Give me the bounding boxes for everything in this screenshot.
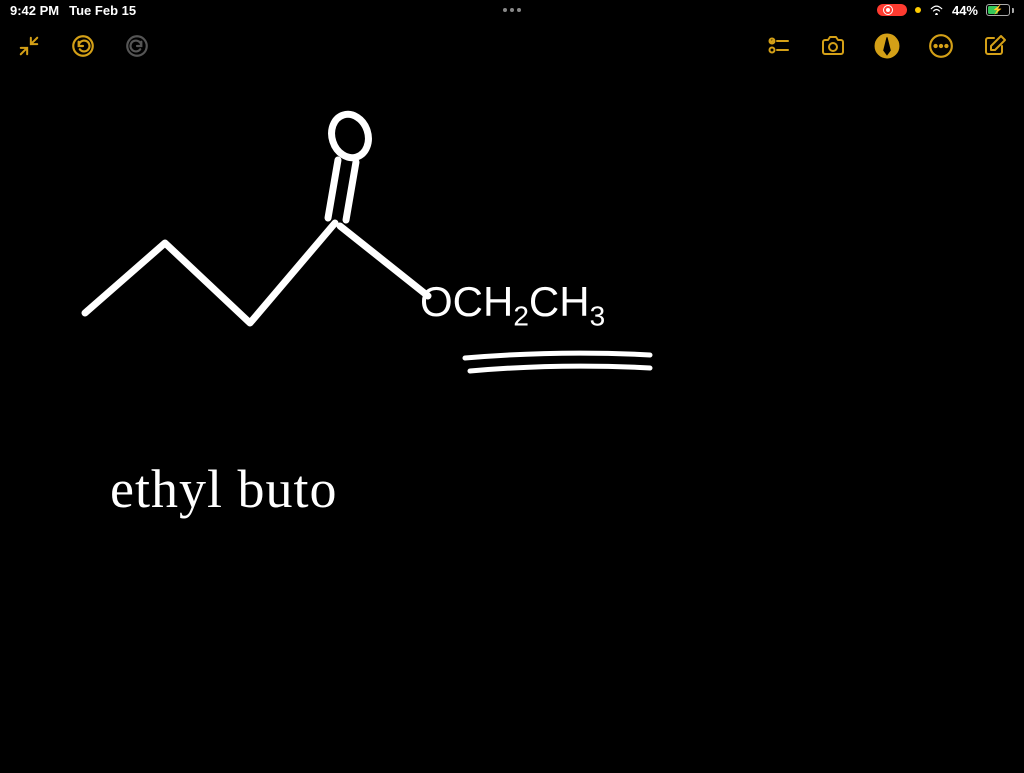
note-canvas[interactable]: OCH2CH3 ethyl buto [0,68,1024,768]
more-icon[interactable] [926,31,956,61]
markup-pen-icon[interactable] [872,31,902,61]
status-bar: 9:42 PM Tue Feb 15 44% ⚡ [0,0,1024,20]
battery-icon: ⚡ [986,4,1014,16]
wifi-icon [929,3,944,18]
collapse-icon[interactable] [14,31,44,61]
drawing-svg [0,68,1024,768]
status-date: Tue Feb 15 [69,3,136,18]
redo-icon [122,31,152,61]
status-left: 9:42 PM Tue Feb 15 [10,3,136,18]
app-toolbar [0,24,1024,68]
checklist-icon[interactable] [764,31,794,61]
handwriting-text: ethyl buto [110,458,337,520]
camera-icon[interactable] [818,31,848,61]
battery-percent: 44% [952,3,978,18]
formula-label: OCH2CH3 [420,278,605,332]
wifi-status-dot [915,7,921,13]
multitask-dots[interactable] [503,8,521,12]
screen-record-pill[interactable] [877,4,907,16]
undo-icon[interactable] [68,31,98,61]
status-time: 9:42 PM [10,3,59,18]
compose-icon[interactable] [980,31,1010,61]
status-right: 44% ⚡ [877,3,1014,18]
